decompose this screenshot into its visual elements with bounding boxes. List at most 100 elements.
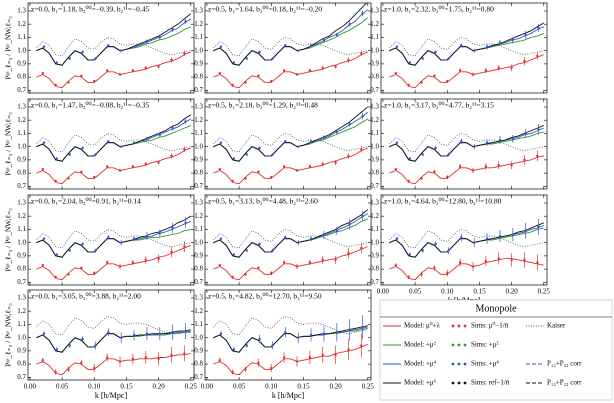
panel: 0.7 0.8 0.9 1.0 1.1 1.2 1.3 Pᵍˢ_ℓ₌₀ / Pᵍˢ_NW,ℓ₌… xyxy=(4,194,195,286)
sim-point xyxy=(67,177,70,180)
sim-point xyxy=(258,337,261,341)
plot-area xyxy=(389,218,544,281)
sim-point xyxy=(183,352,186,355)
y-tick-label: 0.7 xyxy=(194,182,203,190)
panel-frame xyxy=(204,98,372,190)
sim-point xyxy=(54,275,57,279)
y-axis-label: Pᵍˢ_ℓ₌₀ / Pᵍˢ_NW,ℓ₌₀ xyxy=(4,16,13,80)
sim-point xyxy=(309,44,313,47)
x-tick-label: 0.05 xyxy=(56,383,69,391)
y-tick-label: 0.8 xyxy=(17,265,26,273)
y-tick-label: 1.3 xyxy=(17,103,26,111)
sim-point xyxy=(408,253,412,256)
legend-label: Sims: +μ⁴ xyxy=(471,360,499,368)
sim-point xyxy=(334,353,337,357)
legend-swatch xyxy=(463,362,467,366)
kaiser-line xyxy=(36,36,191,57)
y-tick-label: 1.2 xyxy=(17,212,26,220)
x-tick-label: 0.20 xyxy=(152,383,165,391)
sim-point xyxy=(497,257,500,260)
sim-point xyxy=(171,226,174,230)
sim-point xyxy=(360,344,363,347)
sim-point xyxy=(447,57,450,60)
sim-point xyxy=(80,170,83,173)
legend-swatch xyxy=(451,324,455,328)
sim-point xyxy=(105,69,109,72)
panel: 0.7 0.8 0.9 1.0 1.1 1.2 1.3 z=0.5, b₁=2.18, b₂⁰… xyxy=(194,98,372,190)
y-tick-label: 0.7 xyxy=(370,86,379,94)
sim-point xyxy=(360,52,363,55)
sim-point xyxy=(41,358,44,362)
sim-point xyxy=(244,177,247,180)
legend-swatch xyxy=(463,324,467,328)
sim-point xyxy=(81,50,84,54)
sim-point xyxy=(105,261,109,264)
y-tick-label: 1.1 xyxy=(17,225,26,233)
sim-point xyxy=(184,329,187,333)
panel-title: z=0.5, b₁=1.64, b₂⁰⁰=0.18, b₂¹¹=−0.20 xyxy=(208,5,322,14)
sim-point xyxy=(144,162,147,166)
y-tick-label: 1.2 xyxy=(370,116,379,124)
panel: 0.7 0.8 0.9 1.0 1.1 1.2 1.3 Pᵍˢ_ℓ₌₀ / Pᵍˢ_NW,ℓ₌… xyxy=(4,2,195,94)
sim-point xyxy=(458,69,462,72)
legend-label: Kaiser xyxy=(547,322,566,330)
y-tick-label: 1.3 xyxy=(17,294,26,302)
sim-point xyxy=(257,361,260,364)
sim-point xyxy=(271,344,274,347)
y-tick-label: 1.3 xyxy=(370,7,379,15)
sim-point xyxy=(120,49,123,52)
kaiser-line xyxy=(36,132,191,153)
y-tick-label: 1.1 xyxy=(370,33,379,41)
model-line xyxy=(36,114,192,162)
sim-point xyxy=(270,271,273,275)
sim-point xyxy=(308,165,312,168)
sim-point xyxy=(536,261,539,264)
sim-point xyxy=(434,146,437,150)
y-tick-label: 1.3 xyxy=(17,199,26,207)
sim-point xyxy=(54,179,57,183)
sim-point xyxy=(67,273,70,276)
y-tick-label: 1.2 xyxy=(17,307,26,315)
y-tick-label: 0.7 xyxy=(194,278,203,286)
sim-point xyxy=(67,81,70,84)
sim-point xyxy=(295,169,299,172)
y-tick-label: 1.2 xyxy=(370,20,379,28)
model-line xyxy=(389,258,544,281)
legend-swatch xyxy=(463,381,467,385)
y-tick-label: 0.8 xyxy=(370,265,379,273)
sim-point xyxy=(219,141,223,144)
sim-point xyxy=(308,69,312,72)
panel: 0.7 0.8 0.9 1.0 1.1 1.2 1.3 z=1.0, b₁=3.17, b₂⁰… xyxy=(370,98,548,190)
sim-point xyxy=(361,115,364,118)
model-line xyxy=(213,147,368,185)
sim-point xyxy=(270,175,273,179)
sim-point xyxy=(348,22,351,26)
sim-point xyxy=(120,336,123,339)
sim-point xyxy=(511,233,515,236)
legend-label: Model: +μ⁶ xyxy=(404,379,437,387)
sim-point xyxy=(131,165,135,168)
sim-point xyxy=(484,165,488,168)
x-tick-label: 0.25 xyxy=(538,288,551,296)
sim-point xyxy=(218,358,221,362)
sim-point xyxy=(322,233,326,236)
sim-point xyxy=(321,353,324,357)
sim-point xyxy=(498,138,502,142)
y-tick-label: 0.7 xyxy=(194,373,203,381)
y-tick-label: 0.7 xyxy=(370,182,379,190)
x-axis-label: k [h/Mpc] xyxy=(272,391,305,400)
sim-point xyxy=(184,120,187,123)
sim-point xyxy=(245,249,248,252)
sim-point xyxy=(510,258,513,262)
y-tick-label: 1.3 xyxy=(17,7,26,15)
kaiser-line xyxy=(389,132,544,153)
y-tick-label: 1.0 xyxy=(370,142,379,150)
model-line xyxy=(389,155,544,185)
model-line xyxy=(213,325,368,353)
model-line xyxy=(36,244,191,281)
sim-point xyxy=(105,165,109,168)
sim-point xyxy=(157,161,160,164)
y-tick-label: 0.9 xyxy=(17,346,26,354)
model-line xyxy=(389,22,545,66)
sim-point xyxy=(120,241,123,244)
